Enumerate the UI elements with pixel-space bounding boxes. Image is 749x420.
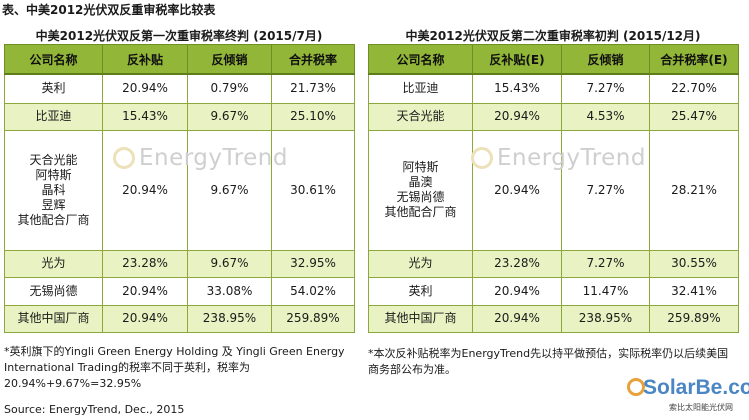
table-row: 天合光能 20.94% 4.53% 25.47% — [368, 102, 739, 131]
table-row: 其他中国厂商 20.94% 238.95% 259.89% — [368, 304, 739, 333]
cvd-cell: 15.43% — [472, 73, 562, 104]
watermark-logo-icon — [113, 147, 135, 169]
ad-cell: 9.67% — [187, 249, 272, 278]
combined-cell: 259.89% — [649, 304, 739, 333]
company-cell: 光为 — [4, 249, 103, 278]
ad-cell: 33.08% — [187, 276, 272, 306]
ad-cell: 7.27% — [561, 129, 650, 251]
brand-tagline: 索比太阳能光伏网 — [669, 403, 733, 412]
table-row: 光为 23.28% 9.67% 32.95% — [4, 249, 355, 278]
combined-cell: 28.21% — [649, 129, 739, 251]
table-header-row: 公司名称 反补贴 反倾销 合并税率 — [4, 44, 355, 75]
source-credit: Source: EnergyTrend, Dec., 2015 — [4, 403, 185, 416]
combined-cell: 22.70% — [649, 73, 739, 104]
ad-cell: 9.67% — [187, 129, 272, 251]
header-cvd: 反补贴 — [102, 44, 188, 75]
watermark-logo-icon — [471, 147, 493, 169]
left-table-title: 中美2012光伏双反第一次重审税率终判 (2015/7月) — [35, 29, 323, 43]
cvd-cell: 15.43% — [102, 102, 188, 131]
table-row: 其他中国厂商 20.94% 238.95% 259.89% — [4, 304, 355, 333]
cvd-cell: 20.94% — [472, 276, 562, 306]
cvd-cell: 20.94% — [102, 73, 188, 104]
company-line: 晶澳 — [408, 175, 433, 189]
company-line: 其他配合厂商 — [17, 212, 90, 227]
ad-cell: 238.95% — [187, 304, 272, 333]
header-ad: 反倾销 — [561, 44, 650, 75]
left-footnote: *英利旗下的Yingli Green Energy Holding 及 Ying… — [4, 345, 345, 390]
combined-cell: 30.55% — [649, 249, 739, 278]
table-row: 英利 20.94% 0.79% 21.73% — [4, 73, 355, 104]
company-cell: 光为 — [368, 249, 473, 278]
right-rate-table: 公司名称 反补贴(E) 反倾销 合并税率(E) 比亚迪 15.43% 7.27%… — [368, 44, 739, 333]
combined-cell: 259.89% — [271, 304, 355, 333]
right-table-title: 中美2012光伏双反第二次重审税率初判 (2015/12月) — [405, 29, 701, 43]
brand-logo: SolarBe.com 索比太阳能光伏网 — [627, 376, 749, 416]
ad-cell: 7.27% — [561, 73, 650, 104]
table-row: 比亚迪 15.43% 9.67% 25.10% — [4, 102, 355, 131]
company-cell: 比亚迪 — [368, 73, 473, 104]
combined-cell: 32.95% — [271, 249, 355, 278]
brand-name: SolarBe.com — [643, 376, 749, 399]
company-line: 昱辉 — [41, 197, 66, 212]
table-row: 英利 20.94% 11.47% 32.41% — [368, 276, 739, 306]
company-cell: 无锡尚德 — [4, 276, 103, 306]
page-title: 表、中美2012光伏双反重审税率比较表 — [2, 3, 216, 17]
sun-ring-icon — [627, 378, 645, 396]
header-company: 公司名称 — [368, 44, 473, 75]
company-cell-multi: 阿特斯 晶澳 无锡尚德 其他配合厂商 — [368, 129, 473, 251]
header-company: 公司名称 — [4, 44, 103, 75]
company-line: 无锡尚德 — [396, 190, 445, 204]
combined-cell: 30.61% — [271, 129, 355, 251]
cvd-cell: 20.94% — [472, 304, 562, 333]
right-footnote: *本次反补贴税率为EnergyTrend先以持平做预估，实际税率仍以后续美国商务… — [368, 347, 729, 376]
combined-cell: 21.73% — [271, 73, 355, 104]
company-line: 晶科 — [41, 182, 66, 197]
table-header-row: 公司名称 反补贴(E) 反倾销 合并税率(E) — [368, 44, 739, 75]
combined-cell: 32.41% — [649, 276, 739, 306]
header-combined: 合并税率 — [271, 44, 355, 75]
table-row: 阿特斯 晶澳 无锡尚德 其他配合厂商 20.94% 7.27% 28.21% — [368, 129, 739, 251]
company-cell: 其他中国厂商 — [368, 304, 473, 333]
combined-cell: 25.10% — [271, 102, 355, 131]
company-cell-multi: 天合光能 阿特斯 晶科 昱辉 其他配合厂商 — [4, 129, 103, 251]
ad-cell: 4.53% — [561, 102, 650, 131]
company-line: 其他配合厂商 — [384, 205, 457, 219]
cvd-cell: 23.28% — [102, 249, 188, 278]
left-rate-table: 公司名称 反补贴 反倾销 合并税率 英利 20.94% 0.79% 21.73%… — [4, 44, 355, 333]
company-cell: 英利 — [368, 276, 473, 306]
header-cvd: 反补贴(E) — [472, 44, 562, 75]
combined-cell: 25.47% — [649, 102, 739, 131]
company-cell: 英利 — [4, 73, 103, 104]
ad-cell: 9.67% — [187, 102, 272, 131]
ad-cell: 0.79% — [187, 73, 272, 104]
company-cell: 比亚迪 — [4, 102, 103, 131]
cvd-cell: 20.94% — [472, 102, 562, 131]
header-ad: 反倾销 — [187, 44, 272, 75]
ad-cell: 11.47% — [561, 276, 650, 306]
ad-cell: 7.27% — [561, 249, 650, 278]
company-line: 阿特斯 — [402, 160, 439, 174]
header-combined: 合并税率(E) — [649, 44, 739, 75]
company-cell: 天合光能 — [368, 102, 473, 131]
table-row: 无锡尚德 20.94% 33.08% 54.02% — [4, 276, 355, 306]
company-line: 天合光能 — [29, 152, 78, 167]
cvd-cell: 20.94% — [102, 129, 188, 251]
cvd-cell: 20.94% — [102, 276, 188, 306]
table-row: 光为 23.28% 7.27% 30.55% — [368, 249, 739, 278]
table-row: 比亚迪 15.43% 7.27% 22.70% — [368, 73, 739, 104]
combined-cell: 54.02% — [271, 276, 355, 306]
cvd-cell: 23.28% — [472, 249, 562, 278]
ad-cell: 238.95% — [561, 304, 650, 333]
cvd-cell: 20.94% — [102, 304, 188, 333]
company-cell: 其他中国厂商 — [4, 304, 103, 333]
company-line: 阿特斯 — [35, 167, 72, 182]
table-row: 天合光能 阿特斯 晶科 昱辉 其他配合厂商 20.94% 9.67% 30.61… — [4, 129, 355, 251]
